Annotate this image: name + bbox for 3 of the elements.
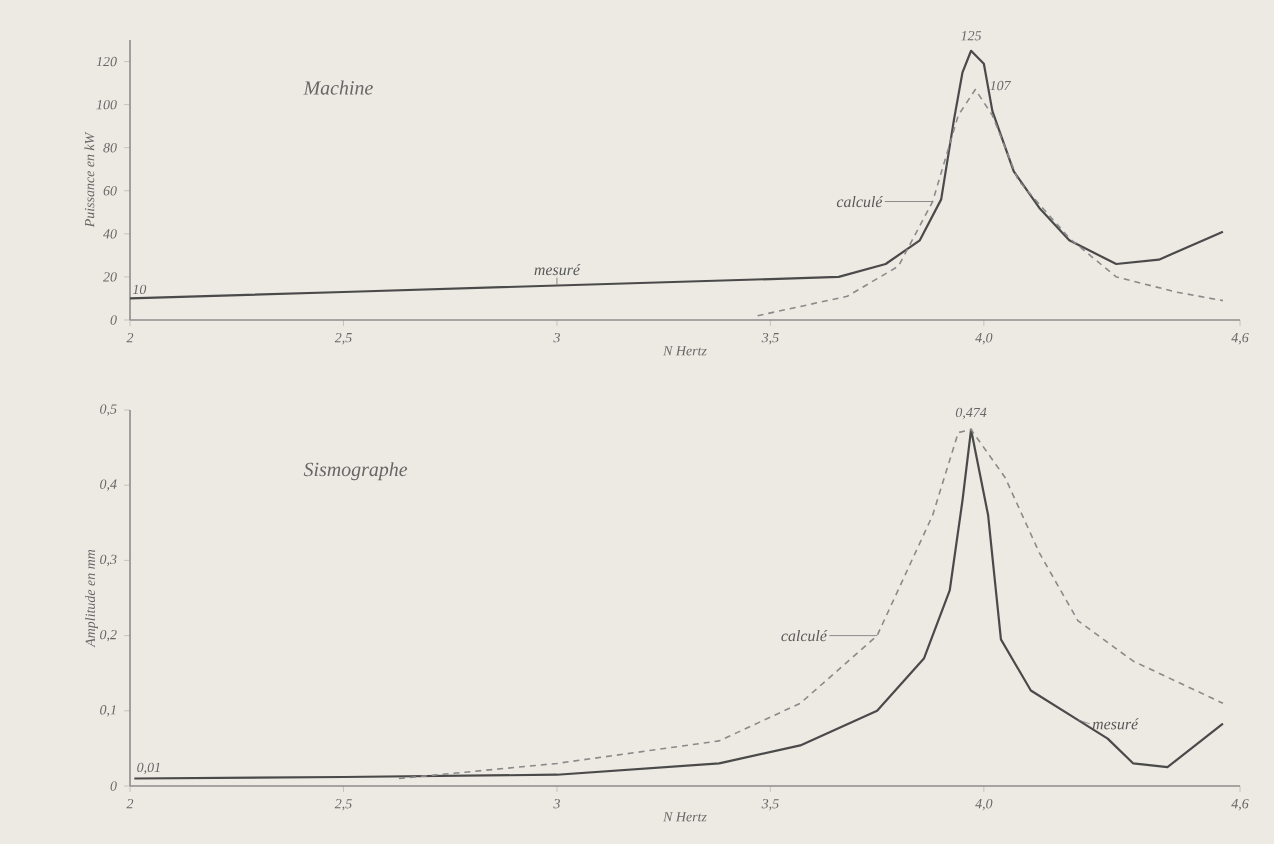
text: Machine — [303, 80, 373, 95]
text: Sismographe — [303, 462, 408, 481]
line-series — [133, 428, 1225, 780]
